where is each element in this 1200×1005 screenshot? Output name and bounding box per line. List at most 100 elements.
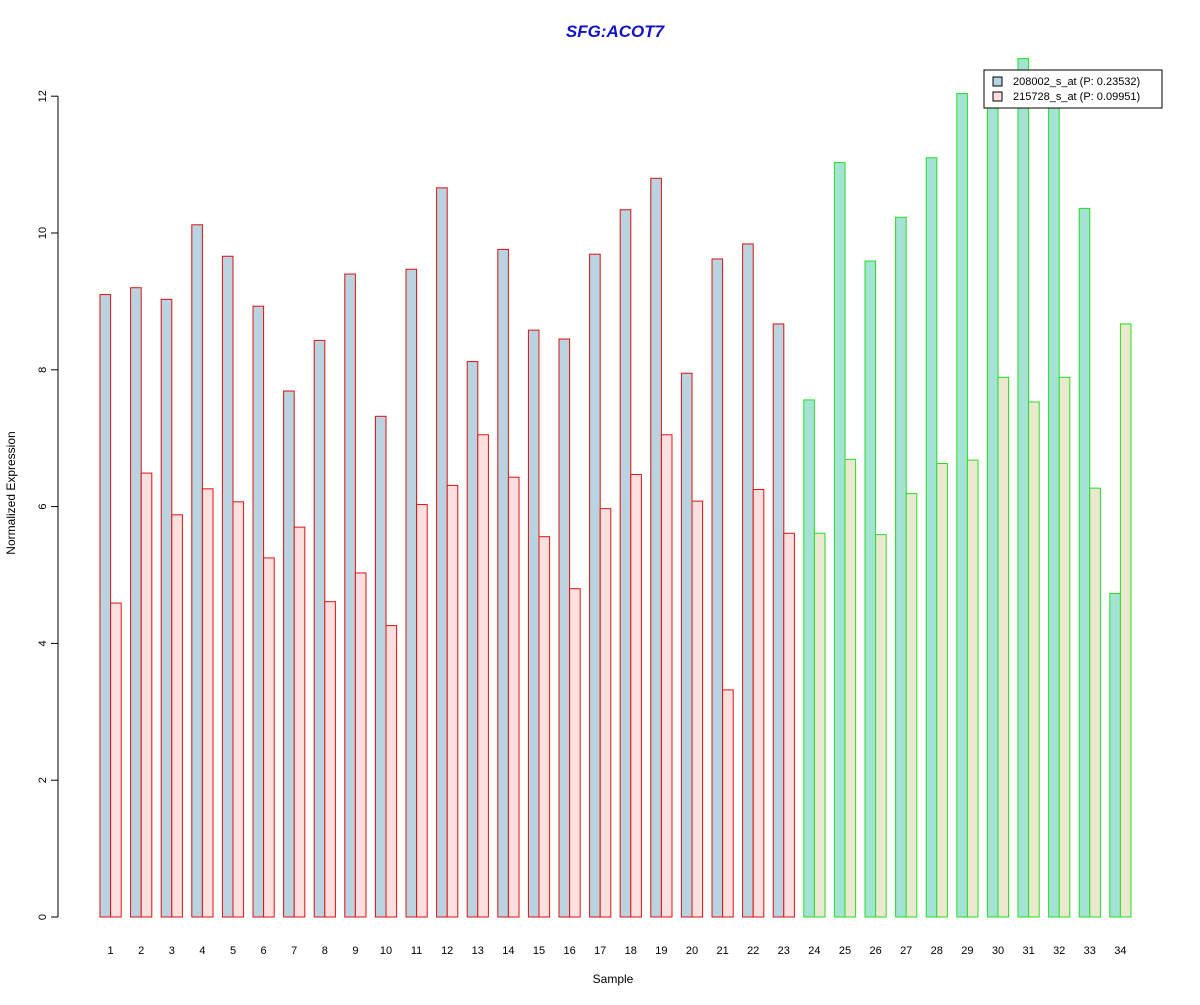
x-tick-label: 26 [869,945,881,957]
bar-series-2 [1119,323,1132,918]
bar-series-1 [1048,95,1060,918]
y-tick-label: 8 [37,367,49,373]
bar-series-1 [1109,592,1121,918]
x-tick-label: 25 [839,945,851,957]
x-tick-label: 11 [411,945,422,957]
x-tick-label: 33 [1084,945,1096,957]
bar-series-2 [1058,376,1071,918]
bar-series-1 [466,361,479,918]
bar-series-1 [313,339,326,918]
bar-series-2 [813,532,826,918]
x-tick-label: 7 [291,945,297,957]
bar-series-2 [507,476,520,918]
x-tick-label: 5 [230,945,236,957]
bar-series-2 [691,500,704,918]
x-tick-label: 13 [472,945,484,957]
bar-series-1 [497,248,509,918]
bar-series-1 [711,258,724,918]
bar-series-2 [569,588,581,918]
bar-series-1 [772,323,785,918]
y-tick-label: 12 [37,90,49,102]
bar-series-2 [232,501,245,918]
bar-series-2 [752,489,765,918]
legend-swatch [992,91,1003,102]
x-tick-label: 18 [625,945,637,957]
y-axis: 0 2 4 6 8 10 12 [37,90,59,920]
bar-series-1 [283,390,295,918]
x-tick-label: 4 [199,945,205,957]
bar-series-1 [589,253,601,918]
y-tick-label: 6 [37,504,49,510]
x-tick-label: 30 [992,945,1004,957]
x-tick-label: 12 [441,945,453,957]
bar-series-1 [833,162,846,918]
bar-series-1 [986,95,999,918]
bar-series-2 [385,625,398,918]
bar-series-2 [293,526,306,918]
bar-series-2 [844,458,857,918]
bar-series-2 [875,534,887,918]
bar-series-2 [354,572,367,918]
legend-label: 215728_s_at (P: 0.09951) [1013,91,1140,103]
bar-series-1 [680,372,693,918]
x-tick-label: 15 [533,945,545,957]
x-tick-label: 21 [716,945,728,957]
legend: 208002_s_at (P: 0.23532) 215728_s_at (P: … [983,69,1163,109]
x-tick-label: 17 [594,945,606,957]
bar-series-1 [405,268,418,918]
x-tick-label: 14 [502,945,514,957]
x-tick-label: 8 [322,945,328,957]
bar-series-2 [630,473,642,918]
bar-series-1 [619,209,632,918]
x-tick-label: 31 [1022,945,1034,957]
x-tick-label: 28 [931,945,943,957]
x-tick-label: 9 [352,945,358,957]
bar-series-2 [1089,487,1101,918]
bar-series-1 [130,287,142,918]
bar-series-2 [263,557,275,918]
bar-series-2 [905,493,918,918]
x-tick-label: 19 [655,945,667,957]
legend-box [983,69,1163,109]
bar-series-1 [742,243,754,918]
bar-series-2 [936,463,948,918]
bar-series-2 [171,514,183,918]
bar-series-2 [110,602,122,918]
y-tick-label: 0 [37,914,49,920]
x-tick-label: 24 [808,945,820,957]
x-tick-label: 27 [900,945,912,957]
bar-series-1 [527,329,540,918]
y-axis-label: Normalized Expression [4,431,18,554]
bar-series-1 [895,216,907,918]
bar-series-1 [1017,58,1030,918]
bar-series-2 [722,689,734,918]
legend-swatch [992,76,1003,87]
bar-series-1 [374,415,387,918]
x-tick-label: 23 [778,945,790,957]
bar-series-1 [436,187,448,918]
y-tick-label: 2 [37,777,49,783]
bar-series-1 [956,92,968,918]
bar-series-2 [324,601,336,918]
x-tick-label: 2 [138,945,144,957]
bar-series-1 [344,273,356,918]
bar-series-1 [221,255,234,918]
bar-series-2 [599,508,612,918]
bar-series-1 [925,157,938,918]
x-axis-label: Sample [593,972,634,986]
bar-series-2 [477,434,489,918]
y-tick-label: 4 [37,640,49,646]
x-tick-label: 34 [1114,945,1126,957]
bar-series-2 [416,504,428,918]
x-tick-label: 3 [169,945,175,957]
bar-series-1 [864,260,877,918]
bar-series-1 [99,294,112,918]
x-tick-label: 32 [1053,945,1065,957]
x-tick-labels: 1 2 3 4 5 6 7 8 9 10 11 12 13 14 15 16 17 18 19 20 21 22 23 24 2… [108,945,1127,957]
bar-series-2 [660,434,673,918]
x-tick-label: 22 [747,945,759,957]
x-tick-label: 6 [261,945,267,957]
chart-title: SFG:ACOT7 [566,22,666,41]
